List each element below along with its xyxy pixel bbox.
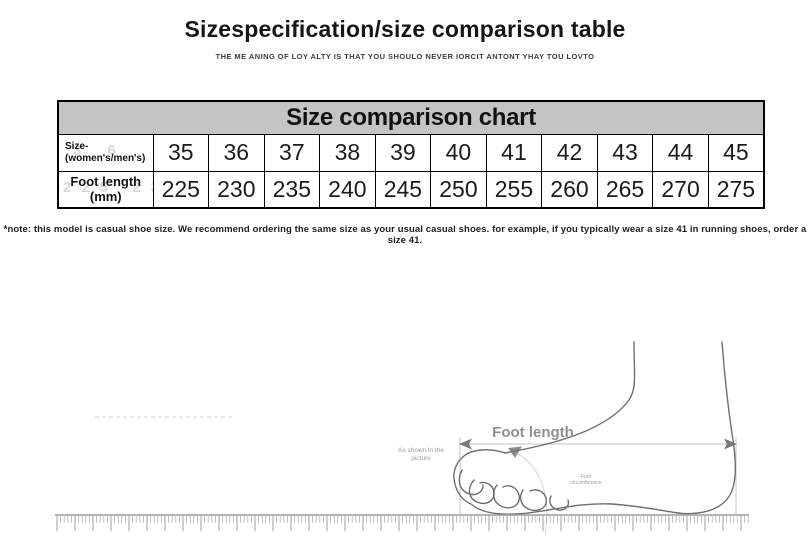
length-value: 230 [208, 170, 265, 209]
size-value: 38 [319, 133, 376, 172]
size-value: 40 [430, 133, 487, 172]
table-row-sizes: Size- (women's/men's) 36 35 35 36 37 38 … [57, 133, 765, 172]
length-value: 240 [319, 170, 376, 209]
size-value: 45 [707, 133, 765, 172]
as-shown-label-line2: picture [411, 455, 431, 462]
circumference-label-line2: circumference [570, 480, 602, 486]
as-shown-label-line1: As shown in the [398, 447, 444, 454]
size-comparison-table: Size comparison chart Size- (women's/men… [57, 100, 765, 209]
sizing-note: *note: this model is casual shoe size. W… [3, 224, 807, 246]
length-value: 235 [263, 170, 321, 209]
size-value: 44 [652, 133, 709, 172]
row-label-size: Size- (women's/men's) 36 35 [57, 133, 154, 172]
arrowheads [459, 438, 737, 450]
size-value: 43 [596, 133, 654, 172]
size-value: 41 [485, 133, 543, 172]
length-value: 260 [541, 170, 598, 209]
size-value: 42 [541, 133, 598, 172]
arrow-left-icon [459, 438, 472, 450]
size-value: 36 [208, 133, 265, 172]
arrow-right-icon [724, 438, 737, 450]
ruler [55, 514, 749, 531]
table-title: Size comparison chart [57, 100, 765, 135]
length-value: 270 [652, 170, 709, 209]
size-label-text: Size- (women's/men's) [65, 141, 146, 164]
length-value: 225 [152, 170, 210, 209]
row-label-foot-length: Foot length (mm) 225 230 [57, 170, 154, 209]
table-row-lengths: Foot length (mm) 225 230 225 230 235 240… [57, 170, 765, 209]
page-title: Sizespecification/size comparison table [184, 16, 626, 42]
foot-measurement-illustration: Foot length As shown in the picture Foot… [55, 341, 749, 536]
length-value: 245 [374, 170, 432, 209]
size-value: 35 [152, 133, 210, 172]
foot-outline [453, 341, 737, 515]
size-value: 39 [374, 133, 432, 172]
circumference-label-line1: Foot [581, 474, 592, 480]
length-value: 255 [485, 170, 543, 209]
length-value: 275 [707, 170, 765, 209]
length-label-text: Foot length (mm) [70, 174, 142, 205]
size-value: 37 [263, 133, 321, 172]
page-subtitle: THE ME ANING OF LOY ALTY IS THAT YOU SHO… [215, 52, 595, 61]
arrow-curl-icon [508, 446, 522, 458]
length-value: 265 [596, 170, 654, 209]
foot-length-label: Foot length [492, 424, 574, 441]
length-value: 250 [430, 170, 487, 209]
circumference-arc [511, 450, 548, 536]
